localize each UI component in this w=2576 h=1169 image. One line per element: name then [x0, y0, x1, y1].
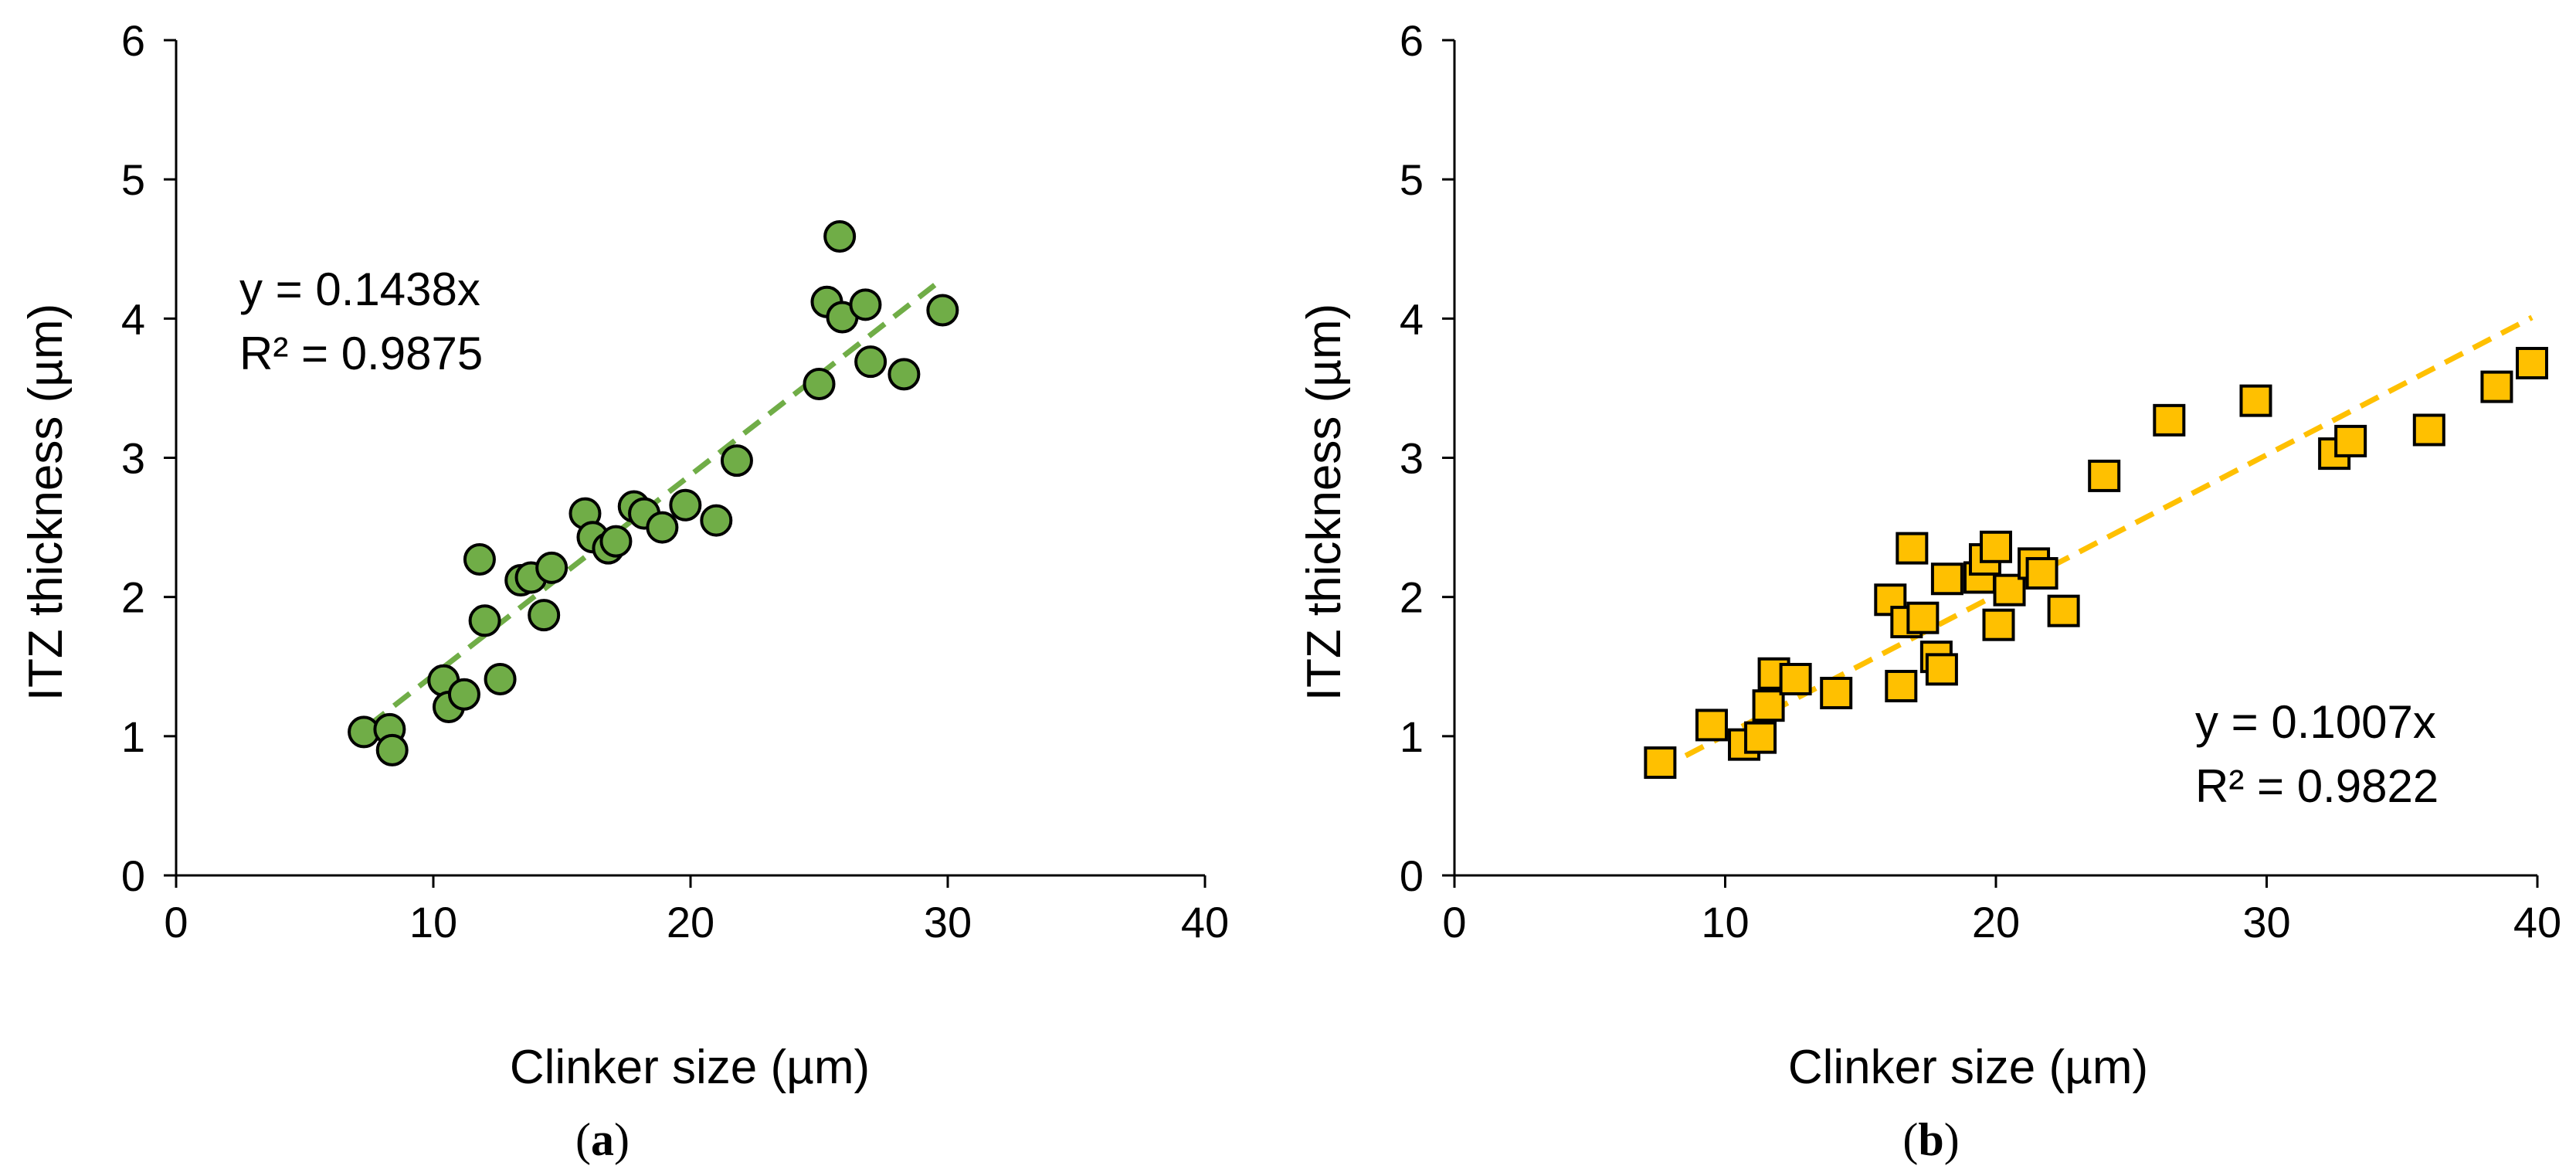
panel-a-data-point [535, 551, 568, 584]
panel-a-data-point [484, 662, 517, 695]
panel-a-data-point [463, 543, 496, 576]
panel-a-y-tick-label: 2 [121, 573, 145, 622]
panel-b-data-point [1885, 669, 1918, 702]
panel-a-data-point [646, 511, 679, 544]
panel-b-y-tick-label: 6 [1400, 16, 1424, 65]
panel-a-label-close: ) [614, 1114, 630, 1165]
panel-a-data-point [528, 599, 561, 632]
panel-a-data-point [823, 220, 857, 253]
panel-b-data-point [2025, 557, 2058, 590]
panel-b-x-tick-label: 40 [2513, 898, 2561, 946]
panel-a-data-point [700, 504, 733, 537]
panel-a-y-tick-label: 3 [121, 434, 145, 483]
panel-b-data-point [2334, 424, 2367, 457]
panel-a-x-axis-title: Clinker size (µm) [510, 1041, 870, 1094]
panel-b-y-axis-title: ITZ thickness (µm) [1298, 304, 1351, 702]
panel-b-y-tick-label: 4 [1400, 294, 1424, 343]
panel-b-x-axis-title: Clinker size (µm) [1788, 1041, 2148, 1094]
panel-b-equation: y = 0.1007x [2195, 696, 2436, 748]
panel-a-chart: Clinker size (µm) ITZ thickness (µm) y =… [19, 16, 1229, 1165]
panel-b-y-tick-label: 0 [1400, 851, 1424, 900]
panel-a-label-open: ( [575, 1114, 591, 1165]
panel-b-data-point [2412, 413, 2445, 447]
panel-a-data-point [803, 368, 836, 401]
panel-a-y-tick-label: 4 [121, 294, 145, 343]
panel-a-data-point [599, 525, 633, 558]
panel-b-data-point [1930, 562, 1963, 596]
panel-a-data-point [926, 294, 959, 327]
panel-b-data-point [1644, 746, 1677, 780]
panel-b-data-point [2480, 370, 2513, 403]
panel-a-data-point [720, 444, 753, 477]
panel-a-label: (a) [575, 1114, 630, 1165]
panel-a-trendline [367, 277, 945, 728]
panel-a-y-tick-label: 5 [121, 155, 145, 204]
panel-b-data-point [2515, 346, 2548, 379]
panel-b-data-point [1820, 676, 1853, 709]
panel-b-data-point [1779, 662, 1812, 695]
panel-b-x-tick-label: 30 [2242, 898, 2290, 946]
panel-b-x-tick-label: 20 [1972, 898, 2020, 946]
panel-a-x-tick-label: 20 [667, 898, 714, 946]
panel-b-label-letter: b [1918, 1114, 1943, 1165]
panel-b-chart: Clinker size (µm) ITZ thickness (µm) y =… [1298, 16, 2561, 1165]
panel-b-x-tick-label: 0 [1442, 898, 1466, 946]
panel-b-data-point [2088, 459, 2121, 492]
panel-a-x-tick-label: 0 [164, 898, 188, 946]
panel-b-data-point [1993, 573, 2026, 607]
panel-a-data-point [468, 604, 501, 637]
panel-b-y-tick-label: 5 [1400, 155, 1424, 204]
panel-b-data-point [2047, 594, 2080, 627]
panel-b-data-point [2239, 384, 2272, 417]
panel-b-y-tick-label: 3 [1400, 434, 1424, 483]
panel-b-data-point [1982, 608, 2015, 641]
panel-b-data-point [1744, 721, 1777, 754]
panel-a-y-tick-label: 0 [121, 851, 145, 900]
panel-a-equation: y = 0.1438x [239, 263, 480, 315]
panel-b-data-point [1980, 530, 2012, 563]
panel-b-data-point [1896, 532, 1929, 565]
panel-b-label-open: ( [1902, 1114, 1918, 1165]
panel-a-y-tick-label: 6 [121, 16, 145, 65]
panel-b-data-point [1906, 601, 1940, 634]
panel-a-x-tick-label: 40 [1181, 898, 1229, 946]
panel-b-label-close: ) [1944, 1114, 1960, 1165]
panel-a-x-tick-label: 30 [924, 898, 972, 946]
panel-b-x-tick-label: 10 [1701, 898, 1749, 946]
panel-a-data-point [854, 345, 888, 379]
panel-b-data-point [1925, 653, 1958, 686]
panel-a-data-point [669, 488, 702, 522]
panel-b-r-squared: R² = 0.9822 [2195, 760, 2439, 812]
panel-a-data-point [888, 358, 921, 391]
panel-a-data-point [375, 733, 409, 766]
panel-b-y-tick-label: 1 [1400, 712, 1424, 761]
panel-a-data-point [447, 678, 480, 711]
panel-b-data-point [1728, 728, 1761, 761]
panel-b-data-point [1752, 689, 1785, 722]
panel-a-y-tick-label: 1 [121, 712, 145, 761]
panel-b-data-point [1695, 709, 1728, 742]
panel-a-x-tick-label: 10 [409, 898, 457, 946]
panel-b-label: (b) [1902, 1114, 1959, 1165]
panel-b-data-point [2153, 403, 2186, 437]
panel-a-r-squared: R² = 0.9875 [239, 328, 483, 379]
panel-b-y-tick-label: 2 [1400, 573, 1424, 622]
panel-a-y-axis-title: ITZ thickness (µm) [19, 304, 73, 702]
panel-a-label-letter: a [591, 1114, 614, 1165]
panel-a-data-point [849, 288, 882, 321]
